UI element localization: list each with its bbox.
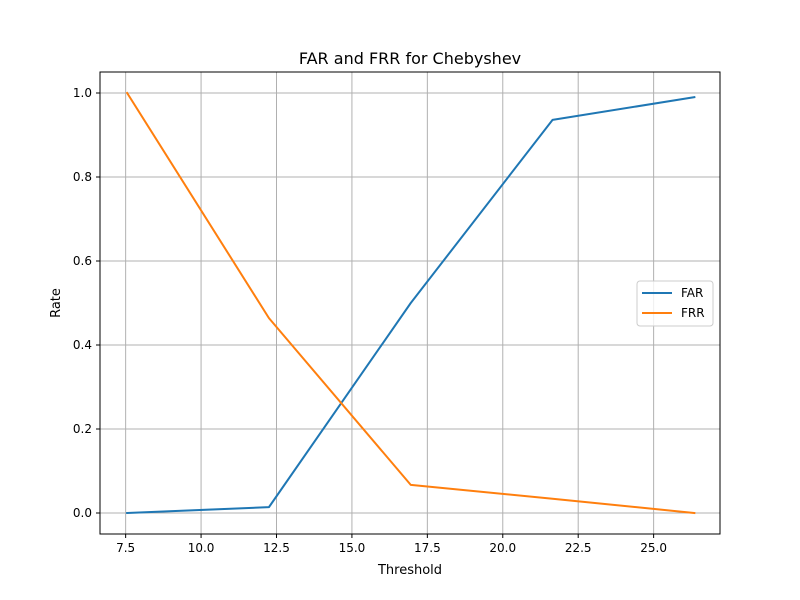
x-tick-label: 15.0	[339, 541, 366, 555]
legend: FAR FRR	[636, 280, 714, 327]
legend-label-far: FAR	[681, 286, 703, 300]
y-axis-label: Rate	[49, 288, 64, 318]
y-tick-label: 0.6	[73, 254, 92, 268]
axis-ticks: 7.5 10.0 12.5 15.0 17.5 20.0 22.5 25.0 0.0 0.2 0.4…	[73, 86, 667, 555]
y-tick-label: 1.0	[73, 86, 92, 100]
y-tick-label: 0.0	[73, 506, 92, 520]
x-tick-label: 7.5	[116, 541, 135, 555]
series-line-frr	[125, 91, 696, 515]
x-tick-label: 25.0	[640, 541, 667, 555]
chart-title: FAR and FRR for Chebyshev	[299, 49, 521, 68]
x-tick-label: 20.0	[489, 541, 516, 555]
series-line-far	[126, 96, 696, 515]
y-tick-label: 0.4	[73, 338, 92, 352]
series-lines	[125, 91, 696, 515]
x-tick-label: 22.5	[565, 541, 592, 555]
x-tick-label: 17.5	[414, 541, 441, 555]
plot-area-frame	[99, 71, 721, 535]
y-tick-label: 0.8	[73, 170, 92, 184]
y-tick-label: 0.2	[73, 422, 92, 436]
x-tick-label: 10.0	[188, 541, 215, 555]
grid-lines	[100, 72, 720, 534]
x-axis-label: Threshold	[377, 563, 442, 578]
x-tick-label: 12.5	[263, 541, 290, 555]
legend-label-frr: FRR	[681, 306, 705, 320]
